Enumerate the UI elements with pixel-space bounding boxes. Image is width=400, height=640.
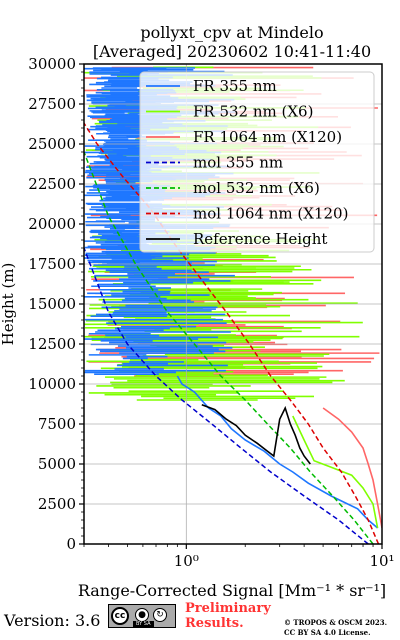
series-fr-532-nm-x6- [292,415,379,529]
copyright-line2: CC BY SA 4.0 License. [284,628,371,637]
x-axis-label: Range-Corrected Signal [Mm⁻¹ * sr⁻¹] [78,581,386,600]
preliminary-line2: Results. [185,616,244,631]
preliminary-line1: Preliminary [185,601,271,616]
x-tick-label: 10¹ [369,552,394,570]
legend-label: FR 532 nm (X6) [193,103,313,121]
series-reference-height [201,404,311,465]
version-label: Version: 3.6 [4,611,101,630]
y-tick-label: 27500 [28,95,76,113]
y-tick-label: 0 [66,535,76,553]
y-tick-label: 25000 [28,135,76,153]
chart-title-line2: [Averaged] 20230602 10:41-11:40 [93,42,371,61]
legend: FR 355 nm FR 532 nm (X6) FR 1064 nm (X120)… [139,71,375,253]
legend-label: mol 355 nm [193,154,283,172]
legend-label: mol 532 nm (X6) [193,179,320,197]
legend-label: FR 355 nm [193,77,277,95]
series-mol-1064-nm-x120- [84,122,380,544]
series-mol-532-nm-x6- [84,151,374,544]
y-tick-label: 5000 [38,455,76,473]
copyright-line1: © TROPOS & OSCM 2023. [284,618,388,627]
y-tick-label: 10000 [28,375,76,393]
series-mol-355-nm [84,247,369,544]
cc-badge-text: BY SA [133,621,154,627]
y-tick-label: 20000 [28,215,76,233]
series-fr-355-nm [176,375,379,529]
y-tick-label: 2500 [38,495,76,513]
y-tick-label: 12500 [28,335,76,353]
y-tick-label: 17500 [28,255,76,273]
legend-label: mol 1064 nm (X120) [193,205,348,223]
x-tick-label: 10⁰ [174,552,199,570]
legend-label: FR 1064 nm (X120) [193,128,342,146]
sa-icon: ↻ [153,608,167,622]
y-axis-label: Height (m) [0,263,17,346]
y-tick-label: 7500 [38,415,76,433]
cc-license-badge: cc ● ↻ BY SA [108,604,176,628]
series-fr-1064-nm-x120- [322,407,382,529]
legend-label: Reference Height [193,230,327,248]
by-icon: ● [135,608,149,622]
cc-icon: cc [111,607,129,625]
footer: Version: 3.6 cc ● ↻ BY SA Preliminary Re… [0,600,400,640]
y-tick-label: 15000 [28,295,76,313]
y-tick-label: 22500 [28,175,76,193]
chart-title-line1: pollyxt_cpv at Mindelo [140,23,323,42]
legend-box [139,71,375,253]
y-tick-label: 30000 [28,55,76,73]
